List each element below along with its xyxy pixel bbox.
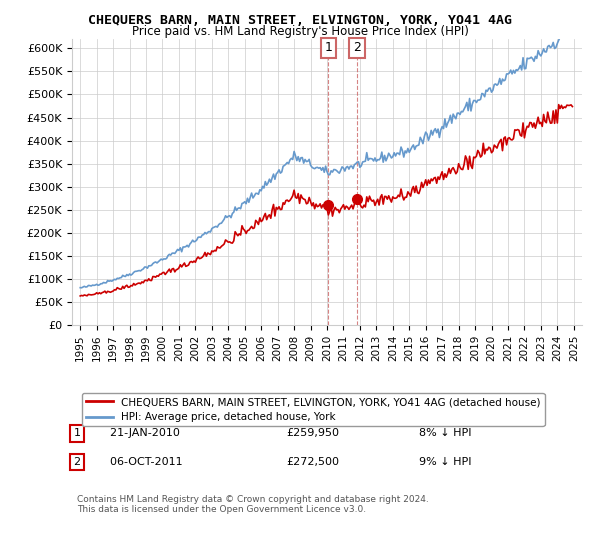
Text: 21-JAN-2010: 21-JAN-2010 (103, 428, 179, 438)
Text: 06-OCT-2011: 06-OCT-2011 (103, 457, 182, 467)
Text: Contains HM Land Registry data © Crown copyright and database right 2024.
This d: Contains HM Land Registry data © Crown c… (77, 495, 429, 515)
Text: 2: 2 (353, 41, 361, 54)
Legend: CHEQUERS BARN, MAIN STREET, ELVINGTON, YORK, YO41 4AG (detached house), HPI: Ave: CHEQUERS BARN, MAIN STREET, ELVINGTON, Y… (82, 393, 545, 426)
Text: 8% ↓ HPI: 8% ↓ HPI (419, 428, 472, 438)
Text: Price paid vs. HM Land Registry's House Price Index (HPI): Price paid vs. HM Land Registry's House … (131, 25, 469, 38)
Text: 1: 1 (74, 428, 80, 438)
Text: 2: 2 (74, 457, 80, 467)
Text: 1: 1 (325, 41, 332, 54)
Text: £259,950: £259,950 (286, 428, 339, 438)
Text: 9% ↓ HPI: 9% ↓ HPI (419, 457, 472, 467)
Text: CHEQUERS BARN, MAIN STREET, ELVINGTON, YORK, YO41 4AG: CHEQUERS BARN, MAIN STREET, ELVINGTON, Y… (88, 14, 512, 27)
Text: £272,500: £272,500 (286, 457, 339, 467)
